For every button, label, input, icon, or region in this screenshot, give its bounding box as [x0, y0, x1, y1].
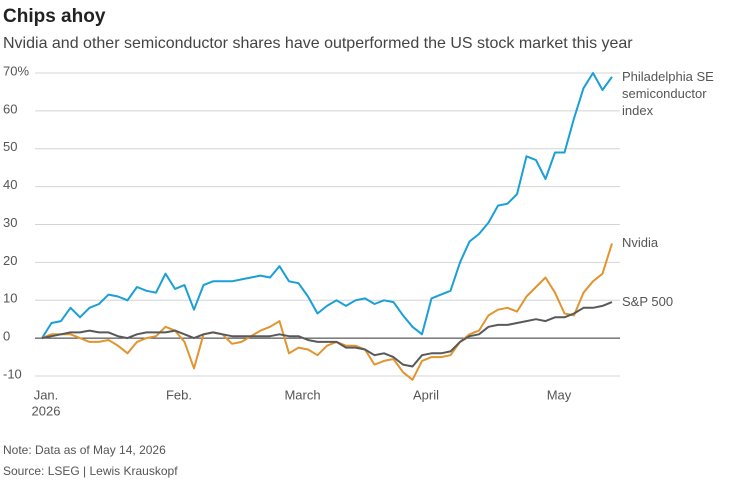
y-tick-label: 40	[3, 177, 17, 192]
series-line	[41, 72, 613, 339]
y-tick-label: 10	[3, 291, 17, 306]
series-line	[41, 243, 613, 381]
x-year-label: 2026	[32, 403, 61, 418]
y-tick-label: 50	[3, 139, 17, 154]
series-label: S&P 500	[622, 294, 674, 310]
note: Note: Data as of May 14, 2026	[3, 443, 166, 457]
chart-subtitle: Nvidia and other semiconductor shares ha…	[3, 35, 633, 52]
x-tick-label: Feb.	[166, 387, 192, 402]
chart-title: Chips ahoy	[3, 6, 106, 27]
source: Source: LSEG | Lewis Krauskopf	[3, 464, 178, 478]
series-line	[41, 301, 613, 368]
series-label: Philadelphia SE semiconductor index	[622, 68, 714, 118]
y-tick-label: 20	[3, 253, 17, 268]
x-tick-label: May	[547, 387, 572, 402]
x-tick-label: April	[413, 387, 439, 402]
x-tick-label: Jan.	[34, 387, 59, 402]
series-label: Nvidia	[622, 235, 659, 251]
y-tick-label: 0	[3, 329, 10, 344]
y-tick-label: 30	[3, 215, 17, 230]
y-tick-label: 70%	[3, 63, 29, 78]
y-tick-label: -10	[3, 366, 22, 381]
y-tick-label: 60	[3, 101, 17, 116]
x-tick-label: March	[284, 387, 320, 402]
